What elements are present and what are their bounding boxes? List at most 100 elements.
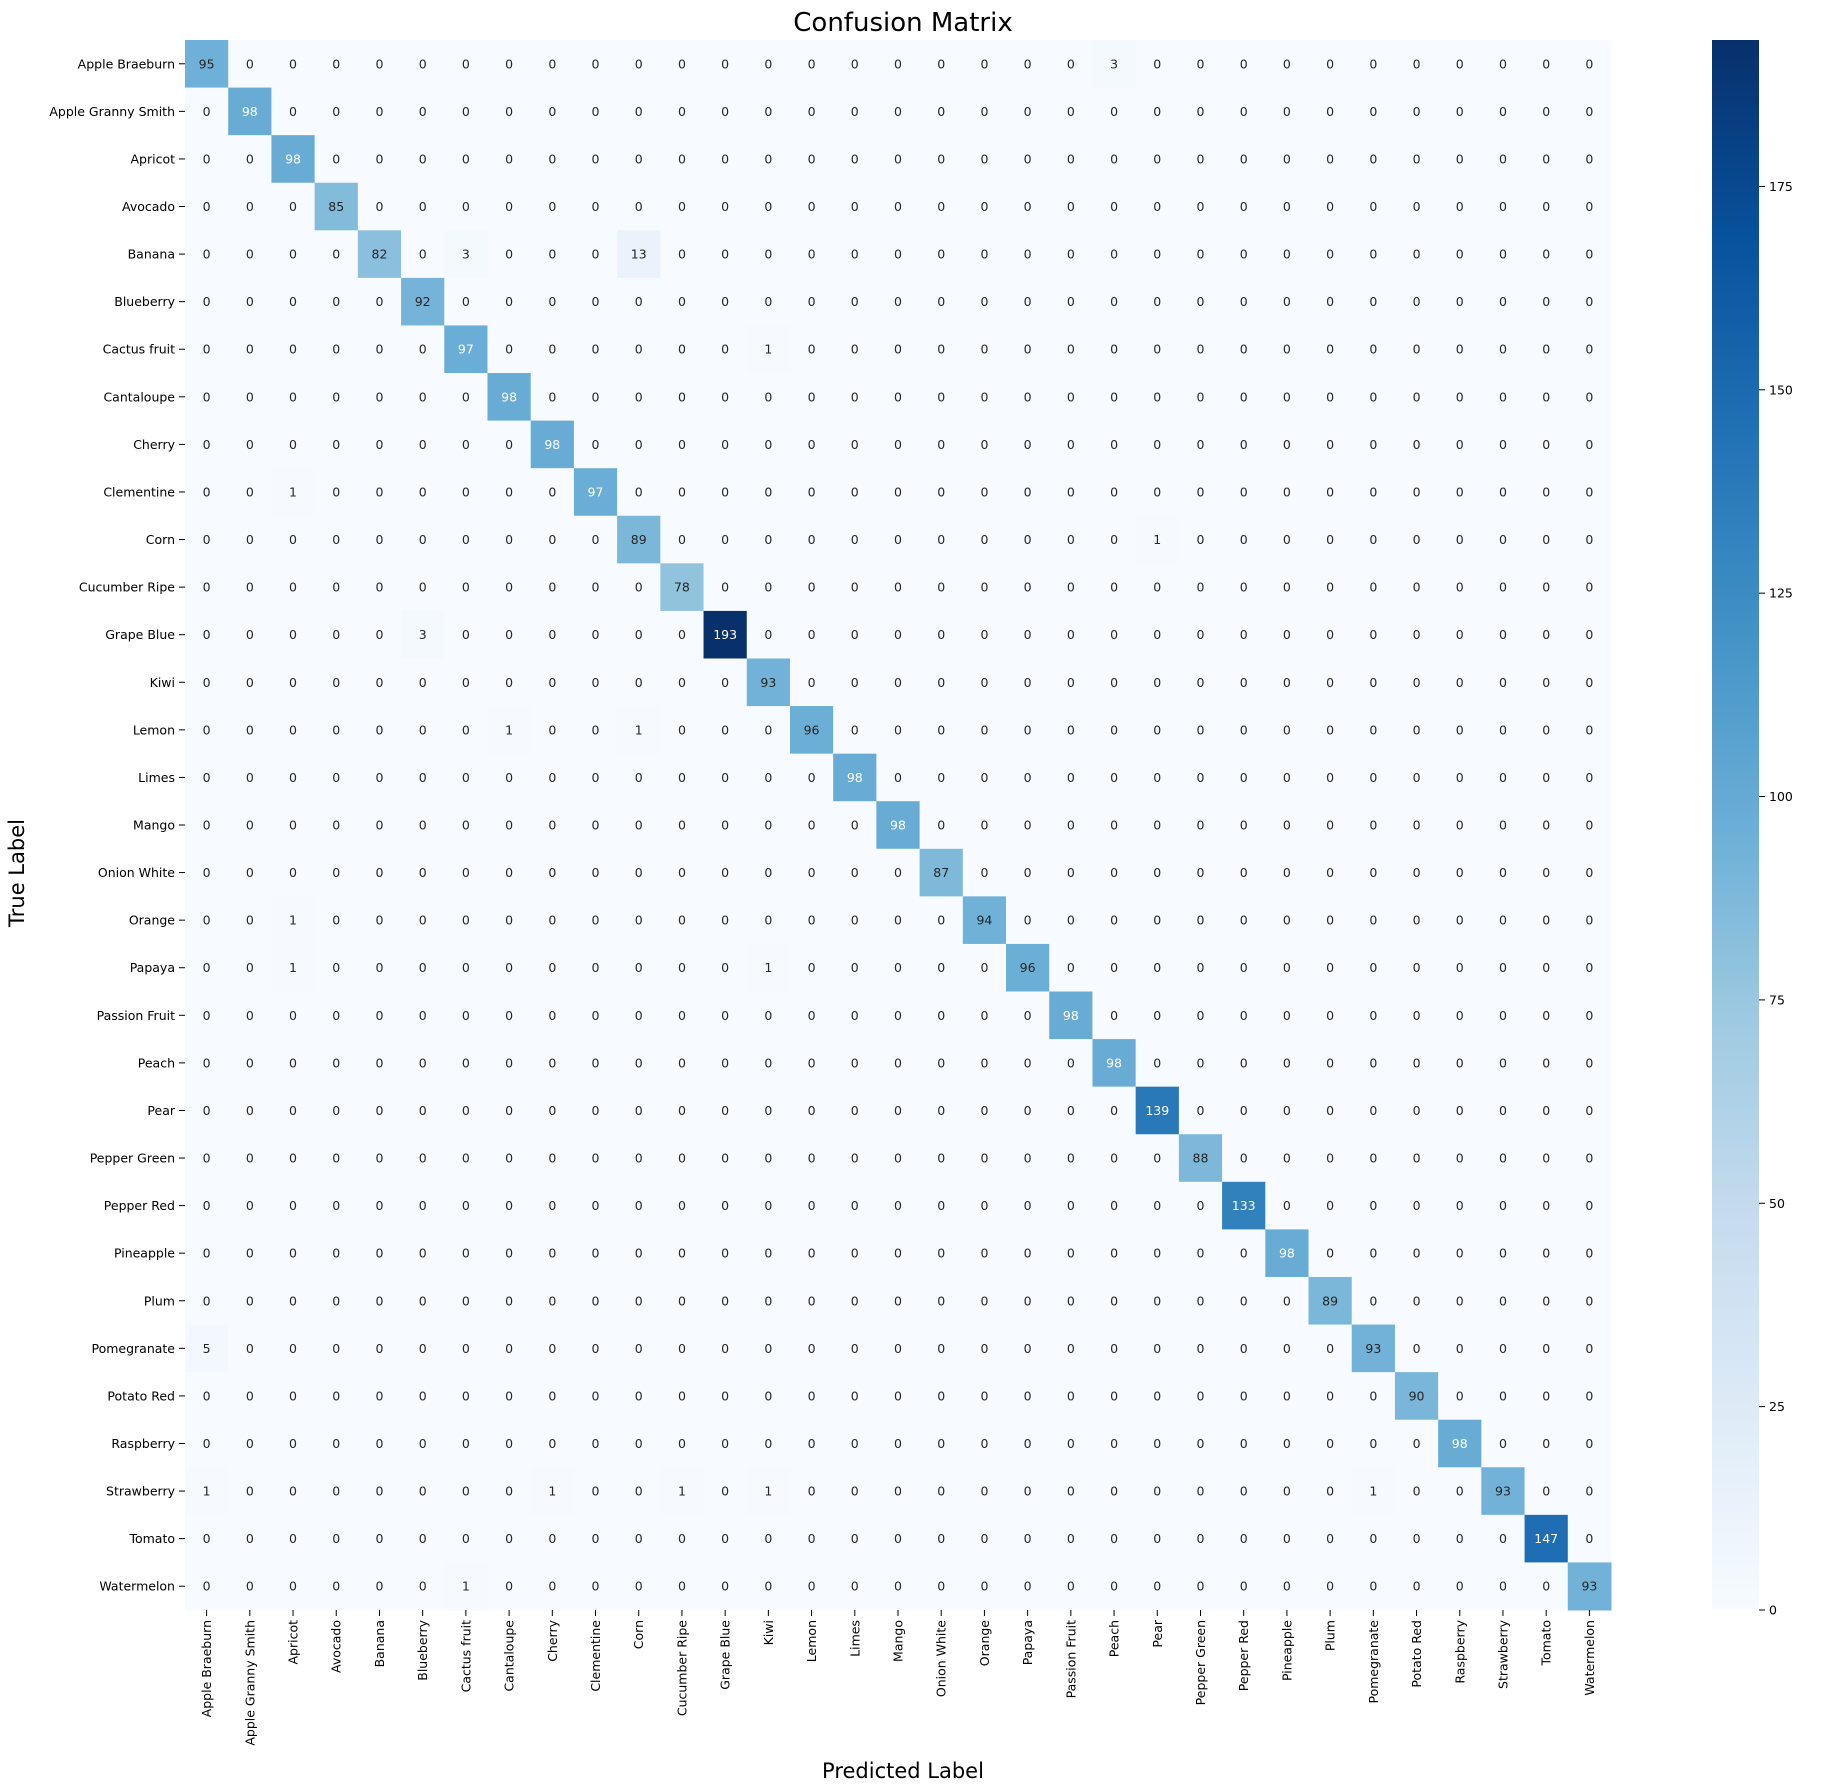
- cell-value-label: 0: [332, 1055, 340, 1070]
- cell-value-label: 0: [764, 389, 772, 404]
- heatmap-cell: [1567, 610, 1612, 659]
- heatmap-cell: [1006, 801, 1050, 850]
- heatmap-cell: [185, 1419, 229, 1468]
- cell-value-label: 0: [462, 865, 470, 880]
- cell-value-label: 0: [1110, 1151, 1118, 1166]
- heatmap-cell: [1524, 420, 1569, 469]
- cell-value-label: 0: [289, 1484, 297, 1499]
- cell-value-label: 0: [1499, 1531, 1507, 1546]
- y-tick-label-apricot: Apricot: [130, 151, 175, 166]
- cell-value-label: 0: [592, 627, 600, 642]
- cell-value-label: 0: [203, 1103, 211, 1118]
- y-tick-label-avocado: Avocado: [122, 199, 175, 214]
- cell-value-label: 0: [980, 960, 988, 975]
- cell-value-label: 0: [332, 294, 340, 309]
- cell-value-label: 0: [678, 1531, 686, 1546]
- heatmap-cell: [530, 1467, 575, 1516]
- cell-value-label: 0: [592, 960, 600, 975]
- heatmap-cell: [1265, 515, 1310, 564]
- cell-value-label: 0: [375, 1246, 383, 1261]
- heatmap-cell: [1351, 1276, 1396, 1326]
- cell-value-label: 0: [203, 294, 211, 309]
- heatmap-cell: [1135, 1134, 1180, 1183]
- heatmap-cell: [271, 277, 316, 326]
- heatmap-cell: [1178, 1134, 1223, 1183]
- heatmap-cell: [876, 1514, 921, 1563]
- heatmap-cell: [530, 420, 575, 469]
- heatmap-cell: [660, 468, 705, 517]
- heatmap-cell: [228, 1134, 272, 1183]
- cell-value-label: 0: [289, 342, 297, 357]
- y-tick-label-raspberry: Raspberry: [111, 1436, 175, 1451]
- heatmap-cell: [703, 1324, 748, 1373]
- cell-value-label: 0: [808, 627, 816, 642]
- y-tick-label-clementine: Clementine: [103, 484, 175, 499]
- heatmap-cell: [1265, 230, 1310, 279]
- heatmap-cell: [357, 610, 402, 659]
- heatmap-cell: [487, 1229, 532, 1278]
- cell-value-label: 0: [678, 342, 686, 357]
- cell-value-label: 0: [764, 1055, 772, 1070]
- cell-value-label: 0: [1456, 1484, 1464, 1499]
- cell-value-label: 0: [1585, 389, 1593, 404]
- cell-value-label: 0: [246, 151, 254, 166]
- heatmap-cell: [185, 563, 229, 612]
- y-tick-label-grape-blue: Grape Blue: [105, 627, 175, 642]
- heatmap-cell: [1524, 563, 1569, 612]
- heatmap-cell: [1049, 277, 1093, 326]
- cell-value-label: 93: [1365, 1341, 1381, 1356]
- cell-value-label: 0: [764, 56, 772, 71]
- cell-value-label: 0: [721, 1103, 729, 1118]
- heatmap-cell: [703, 230, 748, 279]
- heatmap-cell: [1092, 658, 1137, 707]
- y-tick-label-orange: Orange: [129, 913, 175, 928]
- cell-value-label: 0: [1153, 1388, 1161, 1403]
- cell-value-label: 0: [1197, 1436, 1205, 1451]
- cell-value-label: 0: [419, 1103, 427, 1118]
- cell-value-label: 0: [289, 1055, 297, 1070]
- cell-value-label: 0: [375, 1341, 383, 1356]
- cell-value-label: 0: [894, 1151, 902, 1166]
- cell-value-label: 0: [980, 818, 988, 833]
- heatmap-cell: [487, 943, 532, 993]
- cell-value-label: 0: [462, 1388, 470, 1403]
- heatmap-cell: [530, 943, 575, 993]
- heatmap-cell: [1006, 753, 1050, 802]
- cell-value-label: 0: [203, 1388, 211, 1403]
- heatmap-cell: [1006, 1086, 1050, 1135]
- heatmap-cell: [1135, 135, 1180, 184]
- heatmap-cell: [1265, 706, 1310, 755]
- heatmap-cell: [962, 1467, 1007, 1516]
- cell-value-label: 0: [1326, 1436, 1334, 1451]
- cell-value-label: 1: [1369, 1484, 1377, 1499]
- cell-value-label: 0: [1024, 342, 1032, 357]
- heatmap-cell: [271, 230, 316, 279]
- x-tick-label-tomato: Tomato: [1539, 1620, 1554, 1667]
- cell-value-label: 0: [289, 532, 297, 547]
- heatmap-cell: [1265, 1229, 1310, 1278]
- cell-value-label: 0: [1197, 294, 1205, 309]
- cell-value-label: 0: [203, 1055, 211, 1070]
- heatmap-cell: [1092, 848, 1137, 897]
- cell-value-label: 0: [1499, 1293, 1507, 1308]
- heatmap-cell: [530, 1134, 575, 1183]
- cell-value-label: 0: [1456, 104, 1464, 119]
- cell-value-label: 0: [851, 1579, 859, 1594]
- heatmap-cell: [401, 610, 445, 659]
- heatmap-cell: [357, 801, 402, 850]
- x-tick-labels: Apple Braeburn Apple Granny Smith Apricot A…: [199, 1610, 1597, 1746]
- heatmap-cell: [746, 1039, 791, 1088]
- heatmap-cell: [530, 896, 575, 945]
- heatmap-cell: [1524, 40, 1569, 89]
- cell-value-label: 3: [419, 627, 427, 642]
- heatmap-cell: [617, 896, 661, 945]
- cell-value-label: 0: [894, 199, 902, 214]
- heatmap-cell: [1394, 943, 1439, 993]
- cell-value-label: 0: [332, 913, 340, 928]
- heatmap-cell: [876, 658, 921, 707]
- cell-value-label: 0: [246, 770, 254, 785]
- cell-value-label: 0: [1153, 294, 1161, 309]
- heatmap-cell: [1567, 943, 1612, 993]
- heatmap-cell: [1135, 230, 1180, 279]
- heatmap-cell: [1438, 515, 1482, 564]
